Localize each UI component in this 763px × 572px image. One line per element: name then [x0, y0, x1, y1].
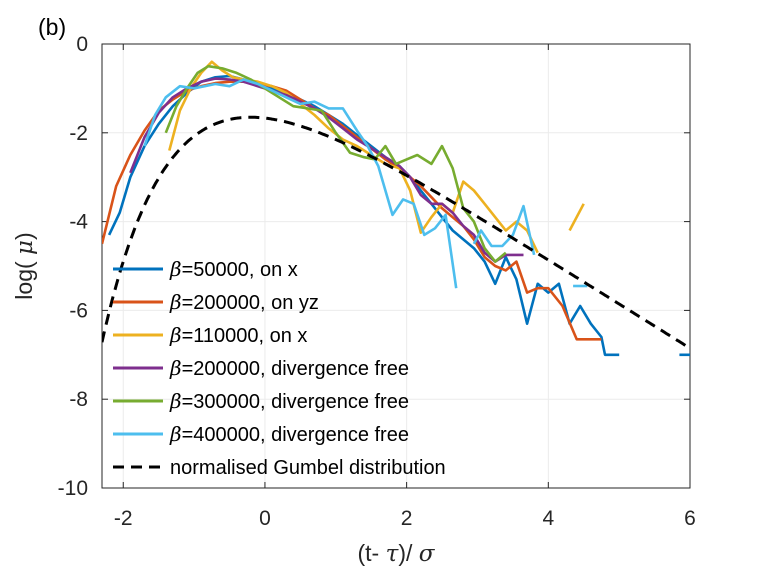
ticks: -2 0 2 4 6 0 -2 -4 -6 -8 -10 [58, 33, 696, 530]
x-tick-label: 2 [401, 507, 413, 530]
y-tick-label: -8 [69, 388, 88, 411]
y-tick-label: 0 [76, 33, 88, 56]
series-line-6 [143, 78, 458, 289]
axes-box [101, 43, 691, 489]
x-tick-label: 4 [542, 507, 554, 530]
x-tick-label: -2 [114, 507, 133, 530]
x-tick-label: 6 [684, 507, 696, 530]
legend-label: β=110000, on x [169, 323, 307, 347]
series-line-3 [168, 60, 539, 254]
y-tick-label: -6 [69, 299, 88, 322]
panel-label: (b) [38, 14, 66, 40]
legend-label: β=400000, divergence free [169, 422, 409, 446]
series-layer [102, 60, 690, 357]
y-axis-title: log( μ) [11, 232, 38, 299]
legend-label: β=300000, divergence free [169, 389, 409, 413]
legend: β=50000, on x β=200000, on yz β=110000, on… [113, 257, 446, 479]
y-tick-label: -2 [69, 122, 88, 145]
gumbel-reference-line [102, 115, 690, 350]
legend-label: β=200000, divergence free [169, 356, 409, 380]
legend-label: β=50000, on x [169, 257, 298, 281]
x-tick-label: 0 [259, 507, 271, 530]
y-tick-label: -10 [58, 477, 88, 500]
x-axis-title: (t- τ)/ σ [358, 540, 436, 567]
series-line-4 [129, 77, 524, 263]
legend-label: β=200000, on yz [169, 290, 319, 314]
series-line-6 [472, 204, 536, 256]
legend-label: normalised Gumbel distribution [170, 457, 446, 479]
y-tick-label: -4 [69, 211, 88, 234]
series-line-5 [164, 64, 507, 263]
series-line-3 [568, 203, 585, 232]
